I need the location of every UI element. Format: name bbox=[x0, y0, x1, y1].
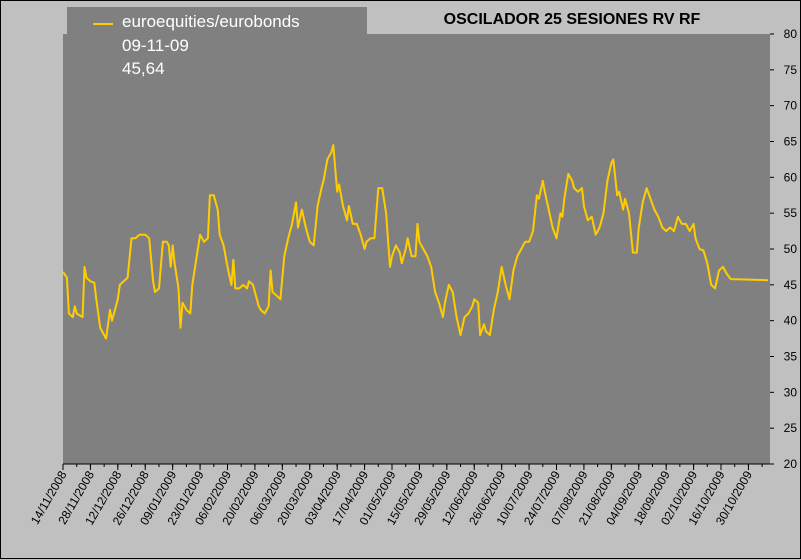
y-tick-label: 35 bbox=[784, 350, 798, 364]
legend-swatch bbox=[93, 23, 113, 25]
y-tick-label: 40 bbox=[784, 314, 798, 328]
y-tick-label: 80 bbox=[784, 27, 798, 41]
y-tick-label: 70 bbox=[784, 99, 798, 113]
y-tick-label: 25 bbox=[784, 421, 798, 435]
y-tick-label: 55 bbox=[784, 206, 798, 220]
y-tick-label: 65 bbox=[784, 135, 798, 149]
chart-title-box: OSCILADOR 25 SESIONES RV RF bbox=[372, 7, 772, 33]
legend: euroequities/eurobonds 09-11-09 45,64 bbox=[67, 7, 367, 78]
chart-title: OSCILADOR 25 SESIONES RV RF bbox=[443, 11, 701, 28]
y-axis: 20 25 30 35 40 45 50 55 60 65 70 75 80 bbox=[770, 27, 797, 471]
y-tick-label: 30 bbox=[784, 385, 798, 399]
legend-series-name: euroequities/eurobonds bbox=[122, 12, 300, 31]
y-tick-label: 45 bbox=[784, 278, 798, 292]
legend-last-date: 09-11-09 bbox=[122, 36, 189, 55]
y-tick-label: 60 bbox=[784, 170, 798, 184]
legend-last-value: 45,64 bbox=[122, 59, 165, 78]
series-line bbox=[62, 144, 769, 340]
y-tick-label: 50 bbox=[784, 242, 798, 256]
y-tick-label: 75 bbox=[784, 63, 798, 77]
y-tick-label: 20 bbox=[784, 457, 798, 471]
x-axis: 14/11/200828/11/200812/12/200826/12/2008… bbox=[28, 463, 770, 528]
